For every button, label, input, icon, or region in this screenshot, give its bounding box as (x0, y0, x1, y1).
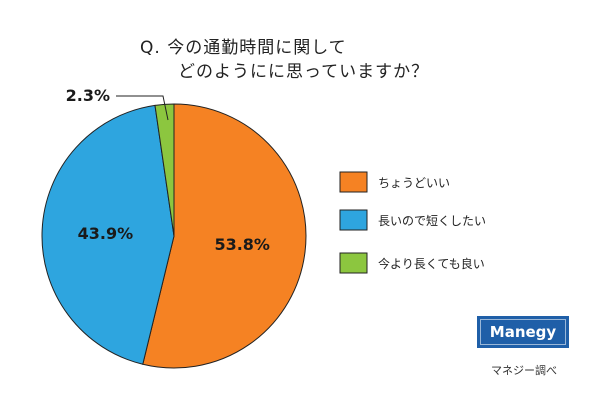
slice-label-長いので短くしたい: 43.9% (78, 224, 134, 243)
legend-label-ちょうどいい: ちょうどいい (378, 176, 450, 190)
legend-swatch-ちょうどいい (339, 171, 368, 193)
chart-title: Q. 今の通勤時間に関して どのようにに思っていますか？ (140, 36, 460, 84)
pie-slice-長いので短くしたい (41, 104, 175, 365)
manegy-logo: Manegy (478, 317, 568, 347)
legend-label-長いので短くしたい: 長いので短くしたい (378, 214, 486, 228)
legend-label-今より長くても良い: 今より長くても良い (378, 256, 485, 271)
title-line-2: どのようにに思っていますか？ (178, 62, 430, 82)
legend-swatch-長いので短くしたい (339, 209, 368, 231)
legend-swatch-今より長くても良い (339, 252, 368, 274)
legend: ちょうどいい 長いので短くしたい 今より長くても良い (339, 171, 486, 274)
slice-label-今より長くても良い: 2.3% (66, 86, 110, 105)
title-line-1: Q. 今の通勤時間に関して (140, 38, 347, 58)
pie-slices (41, 103, 307, 369)
source-credit: マネジー調べ (491, 364, 557, 377)
slice-label-ちょうどいい: 53.8% (214, 235, 270, 254)
small-slice-leader-line (116, 95, 169, 121)
pie-slice-ちょうどいい (142, 103, 307, 369)
